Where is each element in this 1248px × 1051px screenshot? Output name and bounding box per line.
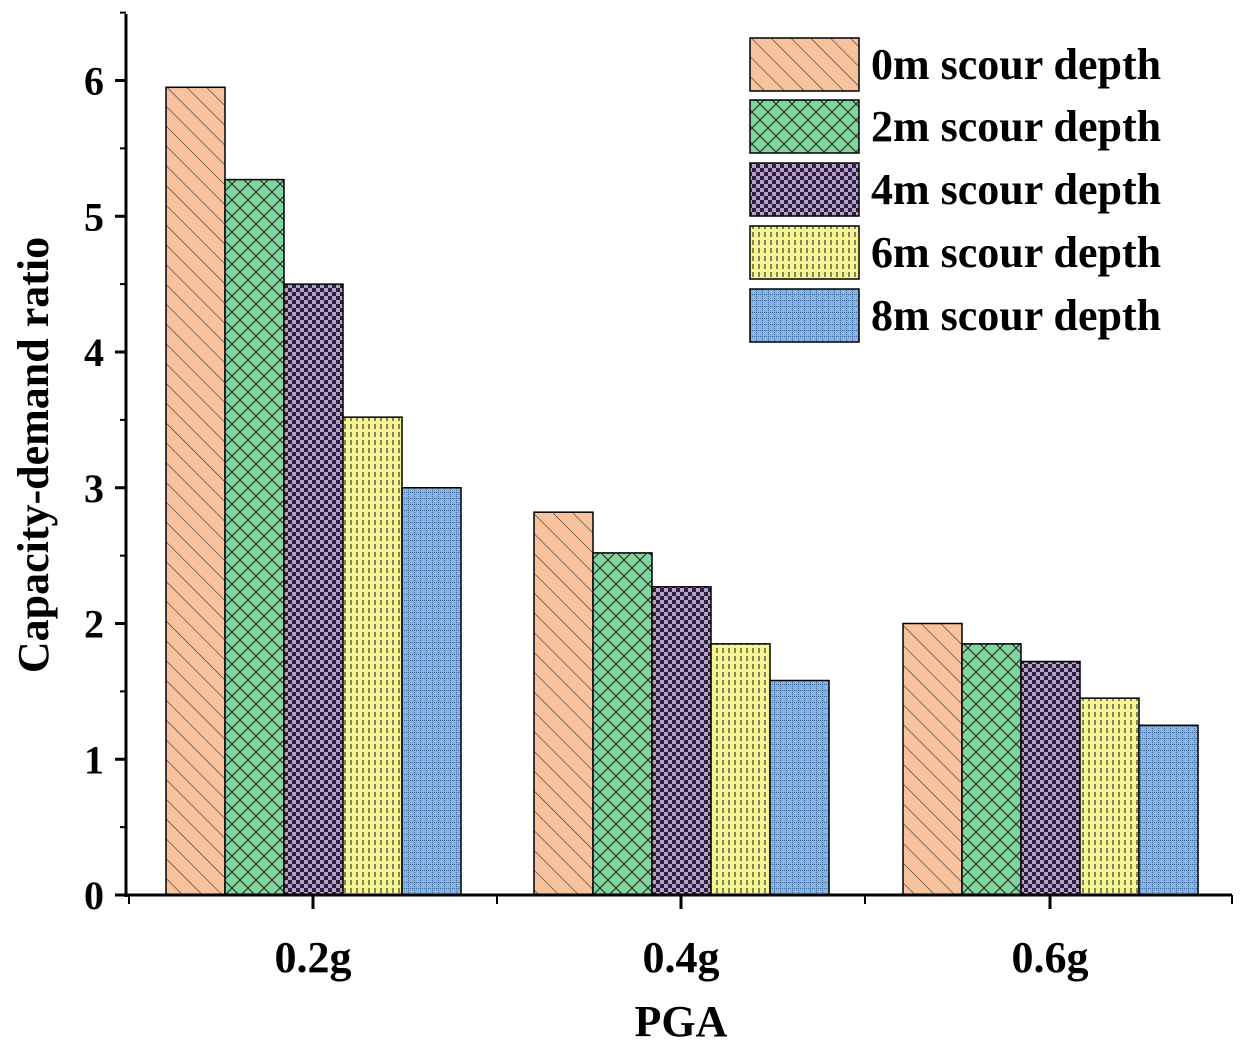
bar-4m-scour-depth-0.6g xyxy=(1020,660,1081,896)
bar-0m-scour-depth-0.2g xyxy=(165,86,226,896)
bar-4m-scour-depth-0.4g xyxy=(651,586,712,896)
bars-layer xyxy=(165,86,1199,896)
bar-8m-scour-depth-0.4g xyxy=(769,679,830,896)
y-tick-label: 6 xyxy=(84,59,104,104)
x-tick-label: 0.4g xyxy=(643,933,720,982)
y-tick-label: 5 xyxy=(84,194,104,239)
bar-4m-scour-depth-0.2g xyxy=(283,283,344,896)
legend-label: 8m scour depth xyxy=(871,291,1161,340)
legend-label: 6m scour depth xyxy=(871,228,1161,277)
legend-swatch xyxy=(749,37,860,92)
y-tick-label: 0 xyxy=(84,873,104,918)
bar-0m-scour-depth-0.6g xyxy=(902,622,963,896)
bar-6m-scour-depth-0.6g xyxy=(1079,697,1140,896)
x-tick-label: 0.6g xyxy=(1012,933,1089,982)
x-tick-label: 0.2g xyxy=(275,933,352,982)
bar-2m-scour-depth-0.4g xyxy=(592,552,653,896)
y-axis-title: Capacity-demand ratio xyxy=(9,237,58,673)
bar-6m-scour-depth-0.4g xyxy=(710,643,771,896)
x-axis-title: PGA xyxy=(635,997,728,1046)
x-ticks: 0.2g 0.4g 0.6g xyxy=(128,895,1233,982)
y-ticks: 0 1 2 3 4 5 6 xyxy=(84,11,126,918)
y-tick-label: 1 xyxy=(84,737,104,782)
legend-swatch xyxy=(749,162,860,217)
bar-8m-scour-depth-0.2g xyxy=(401,487,462,896)
legend-label: 2m scour depth xyxy=(871,102,1161,151)
bar-2m-scour-depth-0.6g xyxy=(961,643,1022,896)
legend-swatch xyxy=(749,288,860,343)
bar-0m-scour-depth-0.4g xyxy=(533,511,594,896)
y-tick-label: 3 xyxy=(84,466,104,511)
legend-swatch xyxy=(749,225,860,280)
legend: 0m scour depth 2m scour depth 4m scour dep… xyxy=(749,37,1161,343)
legend-label: 4m scour depth xyxy=(871,165,1161,214)
bar-6m-scour-depth-0.2g xyxy=(342,416,403,896)
y-tick-label: 4 xyxy=(84,330,104,375)
y-tick-label: 2 xyxy=(84,602,104,647)
bar-8m-scour-depth-0.6g xyxy=(1138,724,1199,896)
legend-swatch xyxy=(749,99,860,154)
legend-label: 0m scour depth xyxy=(871,40,1161,89)
bar-2m-scour-depth-0.2g xyxy=(224,178,285,896)
